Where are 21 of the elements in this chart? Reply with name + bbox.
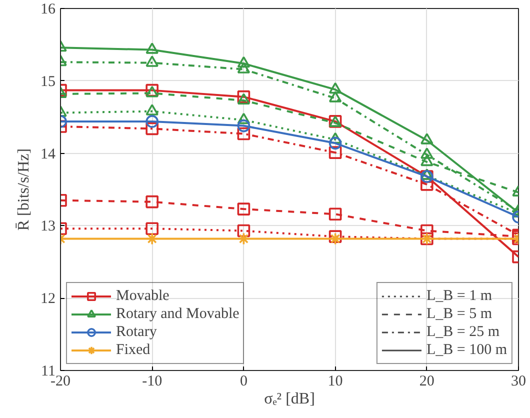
y-tick-label: 13 bbox=[40, 218, 56, 235]
x-axis-title: σₑ² [dB] bbox=[264, 390, 315, 408]
y-tick-label: 15 bbox=[40, 74, 56, 90]
annotation: L_B = 5 m bbox=[426, 305, 492, 323]
annotation: L_B = 100 m bbox=[426, 341, 507, 359]
annotation: L_B = 25 m bbox=[426, 323, 500, 341]
legend-label: Movable bbox=[116, 287, 170, 305]
x-tick-label: 20 bbox=[419, 374, 434, 390]
legend-label: Rotary bbox=[116, 323, 157, 341]
y-tick-label: 16 bbox=[40, 2, 56, 18]
x-tick-label: 10 bbox=[328, 374, 343, 390]
y-tick-label: 14 bbox=[40, 146, 56, 162]
legend-label: Fixed bbox=[116, 341, 150, 359]
x-tick-label: -10 bbox=[142, 374, 162, 390]
x-tick-label: 0 bbox=[240, 374, 248, 390]
y-tick-label: 11 bbox=[41, 364, 56, 380]
y-tick-label: 12 bbox=[40, 291, 56, 308]
legend-label: Rotary and Movable bbox=[116, 305, 240, 323]
y-axis-title: R̄ [bits/s/Hz] bbox=[16, 148, 32, 231]
annotation: L_B = 1 m bbox=[426, 287, 492, 305]
x-tick-label: 30 bbox=[511, 374, 526, 390]
